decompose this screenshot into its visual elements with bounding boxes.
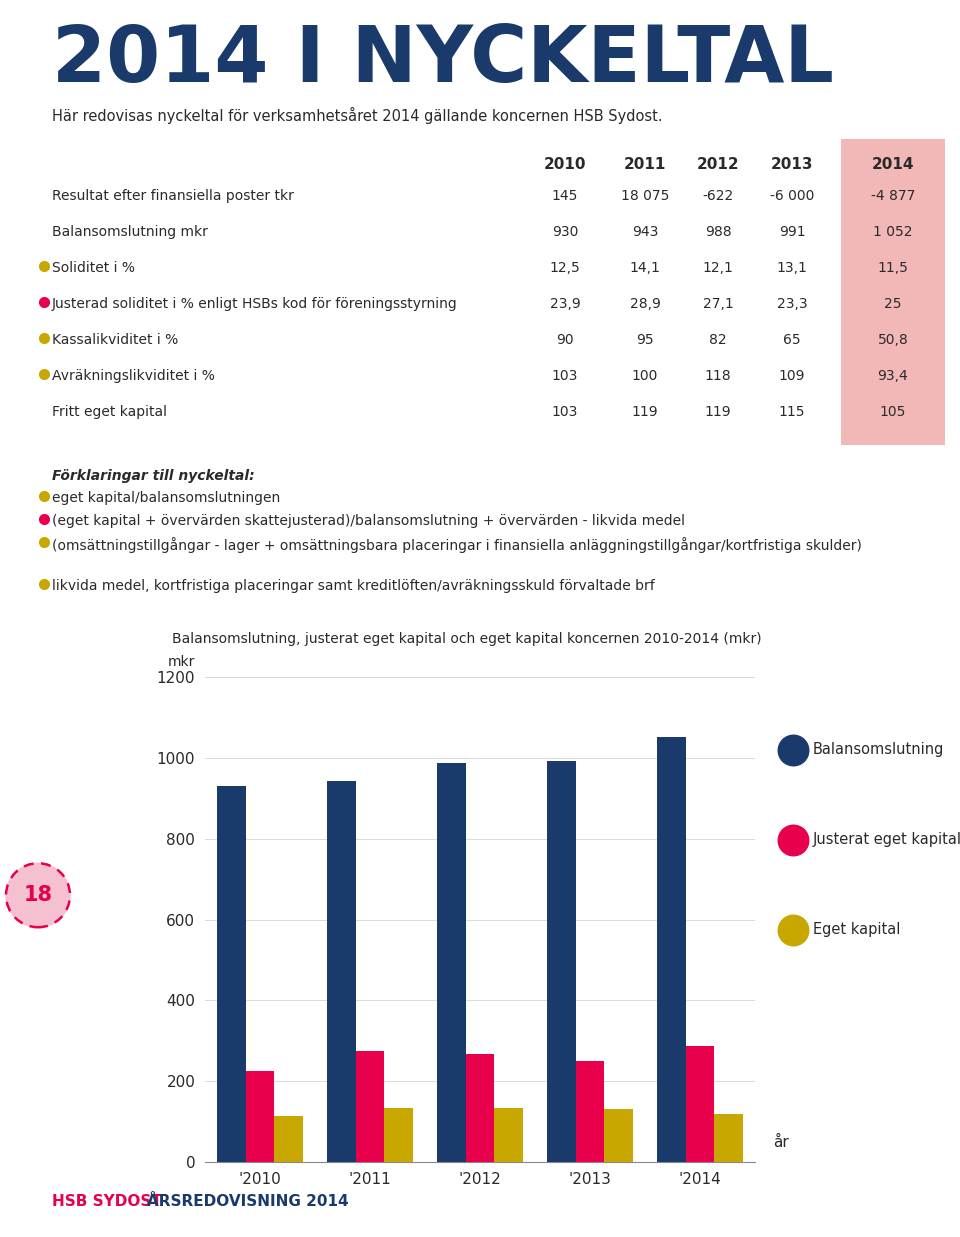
Text: Justerat eget kapital: Justerat eget kapital <box>813 833 960 847</box>
Text: Förklaringar till nyckeltal:: Förklaringar till nyckeltal: <box>52 469 254 482</box>
Text: Kassalikviditet i %: Kassalikviditet i % <box>52 333 179 348</box>
Text: 118: 118 <box>705 369 732 383</box>
Bar <box>604 1110 633 1162</box>
Bar <box>384 1108 413 1162</box>
Text: 18: 18 <box>23 886 53 905</box>
Text: -4 877: -4 877 <box>871 189 915 203</box>
Text: (eget kapital + övervärden skattejusterad)/balansomslutning + övervärden - likvi: (eget kapital + övervärden skattejustera… <box>52 515 685 528</box>
Text: Balansomslutning, justerat eget kapital och eget kapital koncernen 2010-2014 (mk: Balansomslutning, justerat eget kapital … <box>172 632 761 646</box>
Bar <box>466 1054 494 1162</box>
Text: 23,9: 23,9 <box>550 297 581 310</box>
Text: 115: 115 <box>779 404 805 419</box>
Text: 65: 65 <box>783 333 801 348</box>
Text: 105: 105 <box>879 404 906 419</box>
Text: 14,1: 14,1 <box>630 261 660 275</box>
Text: 930: 930 <box>552 225 578 239</box>
Bar <box>714 1113 743 1162</box>
Text: Balansomslutning: Balansomslutning <box>813 742 945 757</box>
Text: 11,5: 11,5 <box>877 261 908 275</box>
Bar <box>437 763 466 1162</box>
Text: 2014 I NYCKELTAL: 2014 I NYCKELTAL <box>52 22 834 98</box>
Text: 27,1: 27,1 <box>703 297 733 310</box>
Text: 100: 100 <box>632 369 659 383</box>
Text: (omsättningstillgångar - lager + omsättningsbara placeringar i finansiella anläg: (omsättningstillgångar - lager + omsättn… <box>52 537 862 553</box>
Text: 2011: 2011 <box>624 157 666 172</box>
Text: 25: 25 <box>884 297 901 310</box>
Text: eget kapital/balansomslutningen: eget kapital/balansomslutningen <box>52 491 280 505</box>
Text: 28,9: 28,9 <box>630 297 660 310</box>
Text: 988: 988 <box>705 225 732 239</box>
Text: 82: 82 <box>709 333 727 348</box>
Text: Eget kapital: Eget kapital <box>813 923 900 938</box>
Text: HSB SYDOST: HSB SYDOST <box>52 1194 162 1209</box>
Text: Avräkningslikviditet i %: Avräkningslikviditet i % <box>52 369 215 383</box>
Text: 18 075: 18 075 <box>621 189 669 203</box>
Bar <box>841 139 945 445</box>
Bar <box>246 1071 275 1162</box>
Bar <box>547 762 576 1162</box>
Text: 50,8: 50,8 <box>877 333 908 348</box>
Text: 12,1: 12,1 <box>703 261 733 275</box>
Bar <box>356 1051 384 1162</box>
Text: Soliditet i %: Soliditet i % <box>52 261 135 275</box>
Circle shape <box>6 863 70 928</box>
Bar <box>685 1045 714 1162</box>
Text: 2010: 2010 <box>543 157 587 172</box>
Text: mkr: mkr <box>168 656 195 669</box>
Text: 103: 103 <box>552 369 578 383</box>
Bar <box>657 737 685 1162</box>
Text: 23,3: 23,3 <box>777 297 807 310</box>
Text: Resultat efter finansiella poster tkr: Resultat efter finansiella poster tkr <box>52 189 294 203</box>
Text: 119: 119 <box>632 404 659 419</box>
Text: likvida medel, kortfristiga placeringar samt kreditlöften/avräkningsskuld förval: likvida medel, kortfristiga placeringar … <box>52 579 655 593</box>
Text: 93,4: 93,4 <box>877 369 908 383</box>
Bar <box>494 1108 523 1162</box>
Text: 991: 991 <box>779 225 805 239</box>
Text: 109: 109 <box>779 369 805 383</box>
Text: Fritt eget kapital: Fritt eget kapital <box>52 404 167 419</box>
Text: år: år <box>773 1136 789 1150</box>
Text: 1 052: 1 052 <box>874 225 913 239</box>
Bar <box>327 781 356 1162</box>
Text: ÅRSREDOVISNING 2014: ÅRSREDOVISNING 2014 <box>147 1194 348 1209</box>
Bar <box>217 787 246 1162</box>
Text: 2014: 2014 <box>872 157 914 172</box>
Text: 2013: 2013 <box>771 157 813 172</box>
Text: 119: 119 <box>705 404 732 419</box>
Text: -6 000: -6 000 <box>770 189 814 203</box>
Text: 2012: 2012 <box>697 157 739 172</box>
Text: 13,1: 13,1 <box>777 261 807 275</box>
Text: Här redovisas nyckeltal för verksamhetsåret 2014 gällande koncernen HSB Sydost.: Här redovisas nyckeltal för verksamhetså… <box>52 106 662 124</box>
Text: Justerad soliditet i % enligt HSBs kod för föreningsstyrning: Justerad soliditet i % enligt HSBs kod f… <box>52 297 458 310</box>
Text: 12,5: 12,5 <box>550 261 581 275</box>
Text: 103: 103 <box>552 404 578 419</box>
Text: 145: 145 <box>552 189 578 203</box>
Text: 90: 90 <box>556 333 574 348</box>
Text: 95: 95 <box>636 333 654 348</box>
Bar <box>275 1116 303 1162</box>
Text: -622: -622 <box>703 189 733 203</box>
Bar <box>576 1061 604 1162</box>
Text: Balansomslutning mkr: Balansomslutning mkr <box>52 225 208 239</box>
Text: 943: 943 <box>632 225 659 239</box>
